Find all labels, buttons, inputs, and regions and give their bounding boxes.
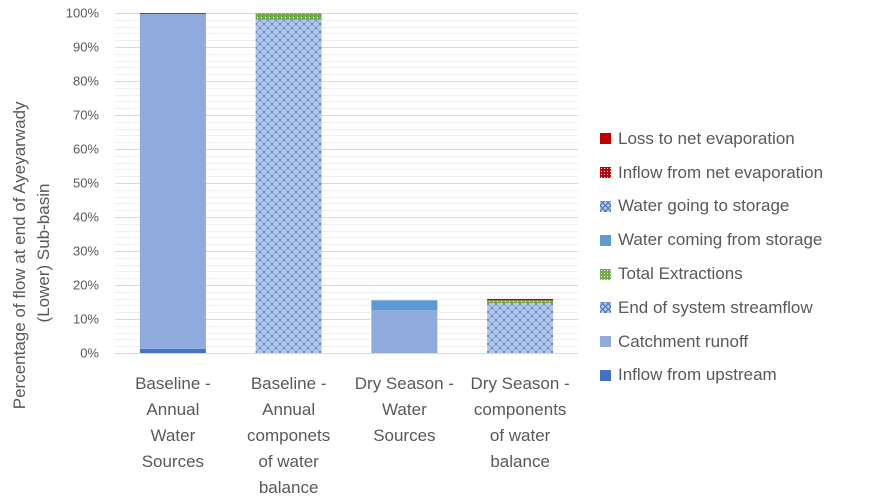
y-tick-label: 30% (73, 244, 99, 259)
bars (139, 13, 554, 354)
x-axis-categories: Baseline - Annual Water Sources Baseline - An… (135, 374, 570, 497)
bar-segment-end-of-system-streamflow (255, 19, 322, 354)
bar-segment-end-of-system-streamflow (487, 303, 554, 353)
x-category-label-line: balance (259, 478, 319, 497)
legend-swatch (600, 167, 611, 179)
legend: Loss to net evaporation Inflow from net e… (600, 122, 872, 392)
legend-swatch (600, 336, 611, 348)
y-axis-label: Percentage of flow at end of Ayeyarwady … (10, 97, 53, 410)
x-category-label-line: componets (247, 426, 330, 445)
bar-segment-total-extractions (487, 300, 554, 304)
legend-swatch (600, 302, 611, 314)
x-category-label-line: Annual (146, 400, 199, 419)
bar-segment-loss-to-net-evaporation (487, 298, 554, 301)
x-category-label: Dry Season - components of water balance (471, 374, 570, 471)
y-tick-label: 70% (73, 108, 99, 123)
y-tick-label: 80% (73, 74, 99, 89)
legend-label: Catchment runoff (618, 331, 749, 351)
legend-label: Inflow from upstream (618, 365, 777, 385)
x-category-label-line: Sources (142, 452, 204, 471)
legend-item: End of system streamflow (600, 291, 872, 325)
bar-segment-catchment-runoff (371, 310, 438, 353)
legend-label: Water going to storage (618, 196, 790, 216)
legend-swatch (600, 369, 611, 381)
bar-segment-inflow-from-upstream (139, 348, 206, 353)
x-category-label: Baseline - Annual Water Sources (135, 374, 211, 471)
bar-segment-water-coming-from-storage (371, 300, 438, 311)
x-category-label-line: Water (382, 400, 427, 419)
legend-item: Water going to storage (600, 190, 872, 224)
y-tick-label: 100% (66, 6, 100, 21)
legend-swatch (600, 268, 611, 280)
legend-label: End of system streamflow (618, 297, 813, 317)
legend-label: Loss to net evaporation (618, 128, 795, 148)
legend-item: Total Extractions (600, 257, 872, 291)
y-axis-ticks: 0% 10% 20% 30% 40% 50% 60% 70% 80% 90% 100% (66, 6, 100, 361)
y-tick-label: 90% (73, 40, 99, 55)
y-tick-label: 0% (80, 346, 99, 361)
x-category-label: Baseline - Annual componets of water balance (247, 374, 330, 497)
legend-label: Total Extractions (618, 264, 743, 284)
x-category-label-line: balance (490, 452, 550, 471)
y-tick-label: 20% (73, 278, 99, 293)
legend-label: Water coming from storage (618, 230, 823, 250)
y-axis-label-line: (Lower) Sub-basin (34, 184, 53, 323)
legend-item: Inflow from net evaporation (600, 156, 872, 190)
x-category-label-line: Annual (262, 400, 315, 419)
x-category-label-line: of water (490, 426, 551, 445)
legend-item: Inflow from upstream (600, 359, 872, 393)
x-category-label-line: Dry Season - (355, 374, 454, 393)
legend-item: Loss to net evaporation (600, 122, 872, 156)
x-category-label-line: Sources (373, 426, 435, 445)
legend-item: Catchment runoff (600, 325, 872, 359)
x-category-label-line: Baseline - (251, 374, 327, 393)
y-axis-label-line: Percentage of flow at end of Ayeyarwady (10, 101, 29, 409)
legend-label: Inflow from net evaporation (618, 162, 824, 182)
x-category-label-line: Dry Season - (471, 374, 570, 393)
legend-swatch (600, 200, 611, 212)
y-tick-label: 10% (73, 312, 99, 327)
x-category-label-line: components (474, 400, 567, 419)
bar-segment-total-extractions (255, 13, 322, 20)
y-tick-label: 60% (73, 142, 99, 157)
bar-segment-catchment-runoff (139, 13, 206, 349)
legend-item: Water coming from storage (600, 223, 872, 257)
legend-swatch (600, 234, 611, 246)
y-tick-label: 40% (73, 210, 99, 225)
x-category-label-line: Water (151, 426, 196, 445)
legend-swatch (600, 133, 611, 145)
x-category-label-line: Baseline - (135, 374, 211, 393)
x-category-label: Dry Season - Water Sources (355, 374, 454, 445)
y-tick-label: 50% (73, 176, 99, 191)
bar-segment-loss-to-net-evaporation (139, 13, 206, 14)
x-category-label-line: of water (258, 452, 319, 471)
